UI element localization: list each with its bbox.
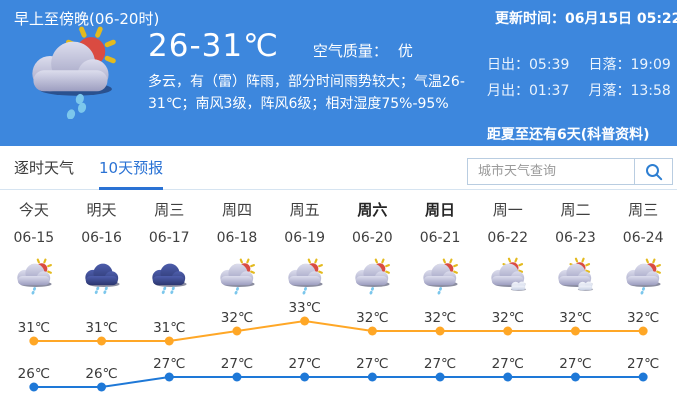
day-date: 06-16 [81,230,122,246]
sun-cloud-rain-icon [271,256,339,298]
svg-text:27℃: 27℃ [559,356,591,372]
search-input[interactable] [468,159,634,184]
svg-text:27℃: 27℃ [627,356,659,372]
day-date: 06-15 [13,230,55,246]
sunrise-label: 日出： [487,57,529,73]
forecast-day-column: 周五 06-19 [271,190,339,298]
day-date: 06-22 [487,230,529,246]
forecast-day-column: 明天 06-16 [68,190,136,298]
day-date: 06-23 [555,230,596,246]
solstice-note: 距夏至还有6天(科普资料) [487,127,650,143]
temperature-chart: 31℃ 31℃ 31℃ 32℃ 33℃ 32℃ 32℃ 32℃ 32℃ 32℃ 26℃ 26℃ 27℃ 2… [18,300,659,392]
day-date: 06-17 [148,230,190,246]
svg-text:31℃: 31℃ [85,320,117,336]
forecast-day-column: 今天 06-15 [0,190,68,298]
moonset-label: 月落： [588,83,631,99]
svg-text:32℃: 32℃ [356,310,388,326]
moonrise-value: 01:37 [529,83,570,99]
day-date: 06-19 [284,230,325,246]
tab-10day-forecast[interactable]: 10天预报 [99,146,164,190]
sun-cloud-rain-icon [338,256,406,298]
current-conditions: 26-31℃ 空气质量： 优 多云，有（雷）阵雨，部分时间雨势较大；气温26-31… [148,28,486,115]
forecast-day-column: 周三 06-24 [609,190,677,298]
sun-cloud-rain-icon [609,256,677,298]
day-name: 周五 [289,201,320,219]
air-quality-value: 优 [397,42,413,60]
sun-cloud-rain-icon [406,256,474,298]
sun-cloud-rain-icon [0,256,68,298]
svg-text:27℃: 27℃ [288,356,320,372]
svg-text:26℃: 26℃ [85,366,117,382]
temp-range: 26-31℃ [148,28,279,64]
sunset-label: 日落： [588,57,631,73]
svg-text:32℃: 32℃ [221,310,253,326]
toolbar: 逐时天气 10天预报 [0,146,677,190]
day-name: 周三 [628,201,659,219]
svg-text:27℃: 27℃ [221,356,253,372]
forecast-day-column: 周四 06-18 [203,190,271,298]
day-name: 周二 [560,201,591,219]
rain-cloud-icon [68,256,136,298]
search-button[interactable] [634,159,672,184]
svg-text:27℃: 27℃ [424,356,456,372]
day-name: 周四 [221,201,252,219]
search-icon [645,163,662,180]
tab-bar: 逐时天气 10天预报 [14,146,188,190]
svg-text:32℃: 32℃ [627,310,659,326]
day-name: 周六 [357,201,388,219]
day-date: 06-18 [216,230,258,246]
forecast-day-column: 周三 06-17 [135,190,203,298]
sun-cloud-rain-icon [18,26,124,120]
day-date: 06-24 [622,230,664,246]
period-title: 早上至傍晚(06-20时) [14,10,160,28]
svg-text:32℃: 32℃ [424,310,456,326]
svg-text:33℃: 33℃ [288,300,320,316]
update-time: 更新时间：06月15日 05:22 [495,11,677,27]
day-name: 今天 [18,201,49,219]
tab-hourly-weather[interactable]: 逐时天气 [14,159,75,177]
moonset-value: 13:58 [630,83,671,99]
day-name: 周日 [425,201,456,219]
svg-text:31℃: 31℃ [153,320,185,336]
svg-text:32℃: 32℃ [492,310,524,326]
forecast-day-column: 周一 06-22 [474,190,542,298]
search-box [467,158,673,185]
forecast-day-column: 周六 06-20 [338,190,406,298]
forecast-day-column: 周日 06-21 [406,190,474,298]
header-right-panel: 更新时间：06月15日 05:22 日出：05:39 日落：19:09 月出：0… [487,0,677,146]
sun-moon-times: 日出：05:39 日落：19:09 月出：01:37 月落：13:58 [487,52,671,104]
sunset-value: 19:09 [630,57,671,73]
weather-description: 多云，有（雷）阵雨，部分时间雨势较大；气温26-31℃；南风3级，阵风6级；相对… [148,74,465,112]
day-name: 明天 [86,201,117,219]
day-date: 06-21 [419,230,461,246]
svg-text:26℃: 26℃ [18,366,50,382]
sun-cloud-icon [542,256,610,298]
day-date: 06-20 [351,230,393,246]
header-panel: 早上至傍晚(06-20时) 26-31℃ 空气质量： 优 多云，有（雷）阵雨，部分… [0,0,677,146]
air-quality-label: 空气质量： [312,42,388,60]
day-name: 周三 [154,201,185,219]
air-quality: 空气质量： 优 [313,40,413,61]
sun-cloud-icon [474,256,542,298]
forecast-day-column: 周二 06-23 [542,190,610,298]
sun-cloud-rain-icon [203,256,271,298]
forecast-table: 今天 06-15 明天 06-16 周三 06-17 [0,190,677,298]
day-name: 周一 [492,201,523,219]
svg-text:27℃: 27℃ [153,356,185,372]
svg-text:32℃: 32℃ [559,310,591,326]
svg-text:31℃: 31℃ [18,320,50,336]
moonrise-label: 月出： [487,83,529,99]
svg-text:27℃: 27℃ [492,356,524,372]
rain-cloud-icon [135,256,203,298]
sunrise-value: 05:39 [529,57,570,73]
svg-text:27℃: 27℃ [356,356,388,372]
